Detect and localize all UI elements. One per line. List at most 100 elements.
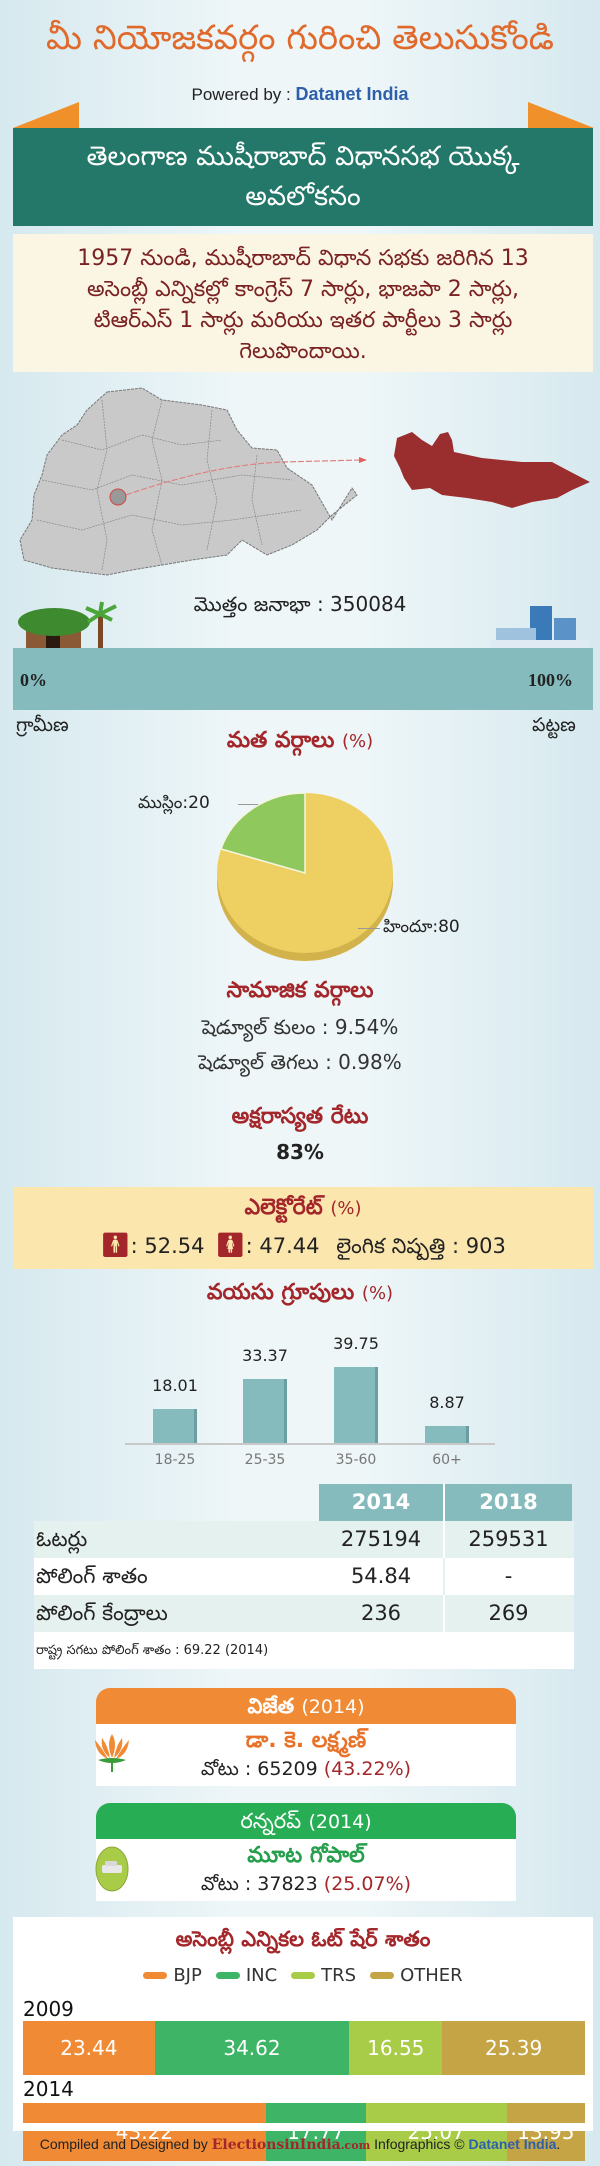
bjp-lotus-icon (95, 1734, 129, 1772)
age-groups-title: వయసు గ్రూపులు (%) (0, 1280, 600, 1310)
bar-35-60 (334, 1367, 378, 1443)
runner-up-header: రన్నరప్ (2014) (96, 1803, 516, 1839)
bar-value: 8.87 (429, 1393, 465, 1412)
datanet-brand: Datanet India (295, 84, 409, 104)
leader-line (238, 804, 258, 805)
intro-line: అసెంబ్లీ ఎన్నికల్లో కాంగ్రెస్ 7 సార్లు, … (86, 277, 520, 302)
total-population: మొత్తం జనాభా : 350084 (193, 592, 407, 616)
electorate-unit: (%) (330, 1198, 362, 1219)
bar-category: 25-35 (244, 1452, 286, 1468)
table-cell: ఓటర్లు (36, 1527, 88, 1551)
winner-name: డా. కె. లక్ష్మణ్ (245, 1728, 367, 1753)
electorate-title-text: ఎలెక్టోరేట్ (244, 1195, 323, 1220)
year-label-2014: 2014 (23, 2077, 74, 2101)
rural-percent: 0% (20, 670, 47, 690)
table-cell: 236 (319, 1595, 445, 1632)
electorate-title: ఎలెక్టోరేట్ (%) (13, 1195, 593, 1225)
scheduled-caste: షెడ్యూల్ కులం : 9.54% (201, 1015, 399, 1039)
table-cell: పోలింగ్ శాతం (36, 1564, 148, 1588)
electionsinindia-tld: .com (340, 2139, 371, 2152)
bar-25-35 (243, 1379, 287, 1443)
runner-up-body: మూట గోపాల్ వోటు : 37823 (25.07%) (95, 1839, 516, 1901)
winner-body: డా. కె. లక్ష్మణ్ వోటు : 65209 (43.22%) (95, 1724, 516, 1786)
overview-banner: తెలంగాణ ముషీరాబాద్ విధానసభ యొక్క అవలోకనం (13, 128, 593, 226)
literacy-value: 83% (276, 1140, 324, 1164)
legend-item-trs: TRS (291, 1965, 356, 1986)
urban-building-icon (490, 606, 590, 650)
ribbon-fold-left (13, 102, 79, 128)
female-percent: : 47.44 (245, 1234, 320, 1258)
intro-line: గెలుపొందాయి. (239, 339, 367, 364)
legend-swatch (215, 1972, 240, 1979)
table-row: పోలింగ్ కేంద్రాలు 236 269 (34, 1595, 574, 1632)
scheduled-tribe: షెడ్యూల్ తెగలు : 0.98% (198, 1050, 402, 1074)
segment-inc: 17.77 (265, 2103, 366, 2161)
state-average-note: రాష్ట్ర సగటు పోలింగ్ శాతం : 69.22 (2014) (34, 1632, 574, 1669)
sex-ratio: లైంగిక నిష్పత్తి : 903 (336, 1234, 506, 1258)
pie-label-hindu: హిందూ:80 (383, 917, 460, 937)
table-header-cell (34, 1484, 319, 1521)
ribbon-fold-right (528, 102, 594, 128)
table-cell: 54.84 (319, 1558, 445, 1595)
table-cell: 275194 (319, 1521, 445, 1558)
religion-title: మత వర్గాలు (%) (0, 728, 600, 758)
bar-60-plus (425, 1426, 469, 1443)
female-icon: 🚺︎ (215, 1231, 246, 1259)
winner-votes-count: వోటు : 65209 (200, 1758, 318, 1780)
bar-value: 18.01 (152, 1376, 198, 1395)
bar-value: 39.75 (333, 1334, 379, 1353)
table-cell: - (504, 1564, 513, 1588)
constituency-shape (394, 432, 590, 508)
winner-year: (2014) (301, 1696, 365, 1718)
legend-label: TRS (321, 1965, 357, 1986)
vote-share-panel-bottom (13, 2123, 593, 2131)
datanet-india-brand: Datanet India (468, 2136, 557, 2152)
main-title: మీ నియోజకవర్గం గురించి తెలుసుకోండి (46, 18, 554, 58)
constituency-map (19, 387, 590, 576)
legend-item-inc: INC (215, 1965, 278, 1986)
table-cell: 259531 (468, 1527, 549, 1551)
segment-trs: 16.55 (349, 2021, 443, 2075)
table-header: 2014 2018 (34, 1484, 574, 1521)
arrow-icon (359, 457, 367, 463)
intro-summary: 1957 నుండి, ముషీరాబాద్ విధాన సభకు జరిగిన… (13, 234, 593, 372)
runner-up-votes-percent: (25.07%) (323, 1873, 412, 1895)
legend-item-bjp: BJP (143, 1965, 202, 1986)
segment-bjp: 23.44 (23, 2021, 155, 2075)
religion-pie-chart (217, 792, 393, 961)
year-label-2009: 2009 (23, 1997, 74, 2021)
legend-swatch (291, 1972, 316, 1979)
legend-label: INC (245, 1965, 278, 1986)
banner-title-line2: అవలోకనం (245, 181, 361, 212)
bar-category: 60+ (432, 1452, 462, 1468)
runner-up-title: రన్నరప్ (240, 1809, 302, 1833)
powered-by: Powered by : Datanet India (0, 84, 600, 105)
table-cell: పోలింగ్ కేంద్రాలు (36, 1601, 168, 1625)
table-row: ఓటర్లు 275194 259531 (34, 1521, 574, 1558)
bar-category: 35-60 (335, 1452, 377, 1468)
segment-inc: 34.62 (154, 2021, 350, 2075)
chart-baseline (125, 1443, 495, 1445)
electionsinindia-brand: ElectionsinIndia (211, 2137, 341, 2153)
winner-votes: వోటు : 65209 (43.22%) (96, 1758, 516, 1785)
footer-end: . (556, 2136, 561, 2152)
intro-line: టిఆర్ఎస్ 1 సార్లు మరియు ఇతర పార్టీలు 3 స… (93, 308, 513, 333)
male-percent: : 52.54 (130, 1234, 205, 1258)
legend-swatch (370, 1972, 395, 1979)
male-icon: 🚹︎ (100, 1231, 131, 1259)
legend-swatch (143, 1972, 168, 1979)
electorate-stats: 🚹︎: 52.54 🚺︎: 47.44 లైంగిక నిష్పత్తి : 9… (13, 1231, 593, 1264)
table-row: పోలింగ్ శాతం 54.84 - (34, 1558, 574, 1595)
leader-line (358, 928, 380, 929)
electorate-box: ఎలెక్టోరేట్ (%) 🚹︎: 52.54 🚺︎: 47.44 లైంగ… (13, 1187, 593, 1269)
runner-up-votes-count: వోటు : 37823 (200, 1873, 318, 1895)
literacy-title: అక్షరాస్యత రేటు (231, 1104, 369, 1129)
pie-slice-muslim (220, 792, 306, 874)
bar-value: 33.37 (242, 1346, 288, 1365)
legend-item-other: OTHER (370, 1965, 463, 1986)
footer-credits: Compiled and Designed by ElectionsinIndi… (0, 2136, 600, 2153)
bar-category: 18-25 (154, 1452, 196, 1468)
intro-line: 1957 నుండి, ముషీరాబాద్ విధాన సభకు జరిగిన… (77, 246, 529, 271)
pie-label-muslim: ముస్లిం:20 (138, 793, 210, 813)
telangana-state-map (19, 387, 358, 576)
